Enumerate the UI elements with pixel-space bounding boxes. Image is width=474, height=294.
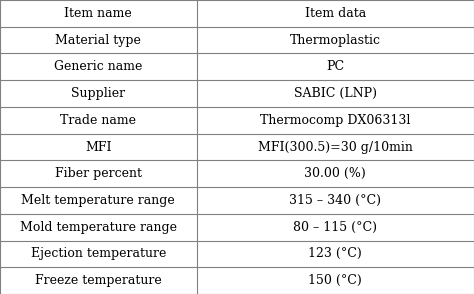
Bar (0, 240, 197, 267)
Text: Mold temperature range: Mold temperature range (20, 221, 177, 234)
Text: Fiber percent: Fiber percent (55, 167, 142, 180)
Bar (0, 187, 197, 214)
Text: Melt temperature range: Melt temperature range (21, 194, 175, 207)
Text: 150 (°C): 150 (°C) (309, 274, 362, 287)
Bar (197, 27, 474, 54)
Bar (0, 134, 197, 160)
Bar (0, 214, 197, 240)
Text: Trade name: Trade name (60, 114, 137, 127)
Text: Ejection temperature: Ejection temperature (31, 248, 166, 260)
Text: Freeze temperature: Freeze temperature (35, 274, 162, 287)
Bar (0, 107, 197, 134)
Bar (197, 134, 474, 160)
Bar (197, 80, 474, 107)
Text: Thermocomp DX06313l: Thermocomp DX06313l (260, 114, 410, 127)
Bar (197, 267, 474, 294)
Text: Thermoplastic: Thermoplastic (290, 34, 381, 46)
Text: Item name: Item name (64, 7, 132, 20)
Text: 80 – 115 (°C): 80 – 115 (°C) (293, 221, 377, 234)
Text: MFI: MFI (85, 141, 111, 153)
Bar (0, 0, 197, 27)
Bar (197, 214, 474, 240)
Bar (0, 54, 197, 80)
Bar (197, 240, 474, 267)
Text: Generic name: Generic name (54, 60, 143, 73)
Text: Material type: Material type (55, 34, 141, 46)
Text: 30.00 (%): 30.00 (%) (304, 167, 366, 180)
Text: 123 (°C): 123 (°C) (309, 248, 362, 260)
Text: Supplier: Supplier (71, 87, 126, 100)
Text: Item data: Item data (305, 7, 366, 20)
Bar (197, 107, 474, 134)
Bar (0, 27, 197, 54)
Bar (0, 80, 197, 107)
Text: MFI(300.5)=30 g/10min: MFI(300.5)=30 g/10min (258, 141, 413, 153)
Bar (0, 267, 197, 294)
Text: 315 – 340 (°C): 315 – 340 (°C) (289, 194, 382, 207)
Bar (197, 187, 474, 214)
Bar (0, 160, 197, 187)
Bar (197, 54, 474, 80)
Text: SABIC (LNP): SABIC (LNP) (294, 87, 377, 100)
Text: PC: PC (326, 60, 345, 73)
Bar (197, 160, 474, 187)
Bar (197, 0, 474, 27)
